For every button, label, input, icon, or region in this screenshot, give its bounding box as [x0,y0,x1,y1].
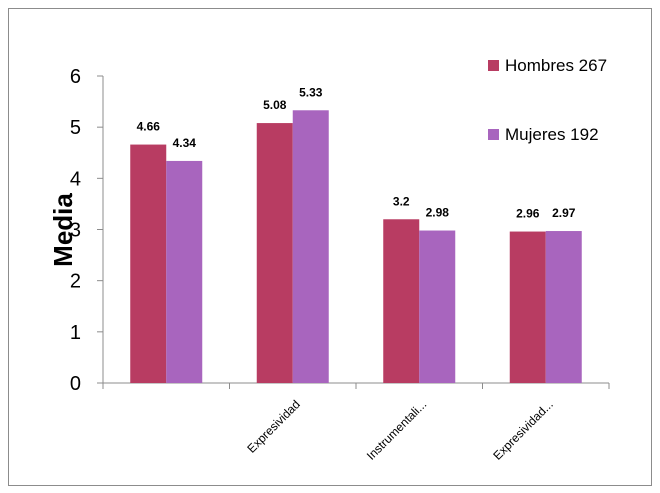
bar-hombres [130,144,167,383]
data-label: 4.34 [173,136,197,150]
y-tick-label: 4 [70,168,81,190]
data-label: 3.2 [393,194,410,208]
y-tick-label: 6 [70,66,81,88]
legend-label: Mujeres 192 [505,125,599,144]
y-tick-label: 5 [70,117,81,139]
y-tick-label: 0 [70,373,81,395]
bar-mujeres [166,160,203,383]
bar-hombres [256,123,293,383]
bar-mujeres [292,110,329,383]
bar-mujeres [545,231,582,383]
bar-hombres [383,219,420,383]
data-label: 4.66 [137,120,161,134]
legend-label: Hombres 267 [505,56,607,75]
bar-hombres [509,231,546,383]
bar-mujeres [419,230,456,383]
data-label: 2.97 [552,206,576,220]
data-label: 5.08 [263,98,287,112]
x-category-label: Instrumentali... [364,397,430,463]
y-tick-label: 2 [70,271,81,293]
y-axis-title: Media [48,193,78,267]
x-category-label: Expresividad [244,397,302,455]
y-tick-label: 3 [70,220,81,242]
data-label: 2.98 [426,206,450,220]
x-category-label: Expresividad... [490,397,556,463]
legend-swatch [488,60,499,71]
data-label: 2.96 [516,207,540,221]
legend-swatch [488,129,499,140]
data-label: 5.33 [299,85,323,99]
y-tick-label: 1 [70,322,81,344]
